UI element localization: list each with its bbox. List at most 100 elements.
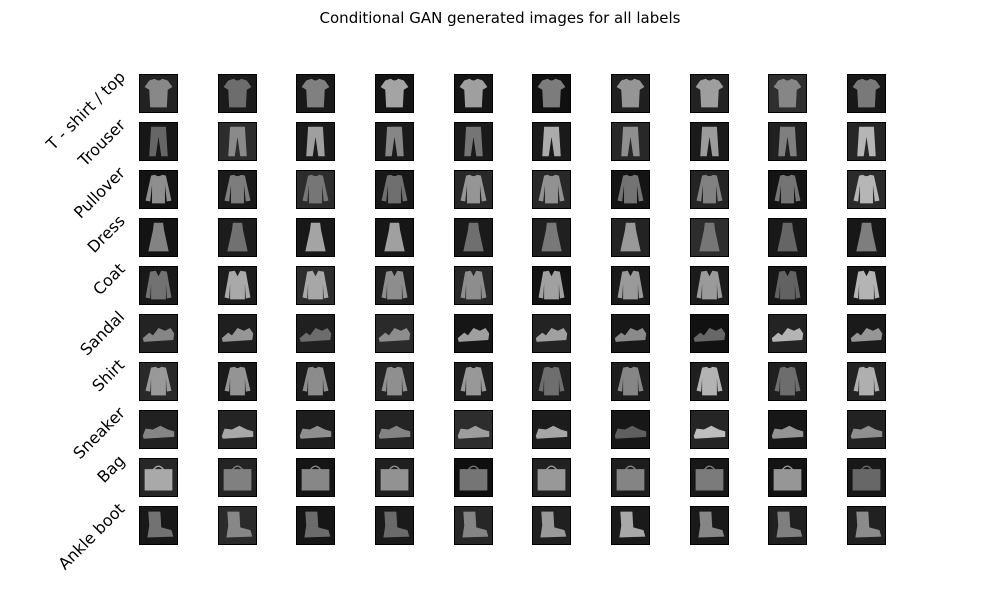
generated-image <box>768 314 807 353</box>
generated-image <box>847 362 886 401</box>
generated-image <box>611 410 650 449</box>
generated-image <box>611 218 650 257</box>
generated-image <box>375 74 414 113</box>
generated-image <box>847 218 886 257</box>
generated-image <box>139 314 178 353</box>
generated-image <box>375 506 414 545</box>
generated-image <box>847 314 886 353</box>
generated-image <box>532 218 571 257</box>
generated-image <box>454 218 493 257</box>
generated-image <box>690 122 729 161</box>
generated-image <box>532 458 571 497</box>
generated-image <box>690 314 729 353</box>
generated-image <box>218 122 257 161</box>
generated-image <box>139 410 178 449</box>
row-label-4: Coat <box>89 259 129 299</box>
generated-image <box>847 266 886 305</box>
generated-image <box>690 266 729 305</box>
generated-image <box>768 122 807 161</box>
row-label-5: Sandal <box>76 307 129 360</box>
generated-image <box>218 314 257 353</box>
generated-image <box>296 506 335 545</box>
generated-image <box>296 458 335 497</box>
generated-image <box>296 218 335 257</box>
generated-image <box>139 506 178 545</box>
row-label-7: Sneaker <box>69 403 129 463</box>
generated-image <box>690 458 729 497</box>
generated-image <box>454 458 493 497</box>
generated-image <box>218 458 257 497</box>
generated-image <box>611 170 650 209</box>
generated-image <box>611 122 650 161</box>
generated-image <box>139 122 178 161</box>
generated-image <box>611 314 650 353</box>
generated-image <box>768 506 807 545</box>
row-label-9: Ankle boot <box>54 499 129 574</box>
generated-image <box>218 362 257 401</box>
generated-image <box>375 122 414 161</box>
generated-image <box>768 218 807 257</box>
generated-image <box>690 506 729 545</box>
generated-image <box>768 410 807 449</box>
generated-image <box>375 458 414 497</box>
generated-image <box>611 458 650 497</box>
generated-image <box>847 410 886 449</box>
generated-image <box>375 218 414 257</box>
generated-image <box>847 122 886 161</box>
generated-image <box>768 170 807 209</box>
generated-image <box>296 266 335 305</box>
generated-image <box>611 506 650 545</box>
row-label-2: Pullover <box>70 163 129 223</box>
row-label-8: Bag <box>93 451 129 487</box>
generated-image <box>847 74 886 113</box>
row-label-6: Shirt <box>88 355 129 396</box>
generated-image <box>454 314 493 353</box>
generated-image <box>218 170 257 209</box>
generated-image <box>454 266 493 305</box>
generated-image <box>296 362 335 401</box>
generated-image <box>454 362 493 401</box>
generated-image <box>768 266 807 305</box>
generated-image <box>532 122 571 161</box>
generated-image <box>454 410 493 449</box>
generated-image <box>690 170 729 209</box>
generated-image <box>218 410 257 449</box>
generated-image <box>375 410 414 449</box>
generated-image <box>690 74 729 113</box>
generated-image <box>139 266 178 305</box>
generated-image <box>218 506 257 545</box>
generated-image <box>296 314 335 353</box>
row-label-3: Dress <box>83 211 129 257</box>
generated-image <box>218 74 257 113</box>
generated-image <box>690 362 729 401</box>
generated-image <box>296 122 335 161</box>
generated-image <box>611 74 650 113</box>
generated-image <box>690 410 729 449</box>
generated-image <box>139 74 178 113</box>
generated-image <box>454 74 493 113</box>
generated-image <box>296 170 335 209</box>
generated-image <box>296 74 335 113</box>
generated-image <box>375 266 414 305</box>
generated-image <box>532 314 571 353</box>
generated-image <box>375 362 414 401</box>
generated-image <box>847 170 886 209</box>
generated-image <box>532 74 571 113</box>
generated-image <box>532 362 571 401</box>
generated-image <box>532 506 571 545</box>
generated-image <box>296 410 335 449</box>
generated-image <box>768 458 807 497</box>
generated-image <box>532 170 571 209</box>
generated-image <box>139 362 178 401</box>
generated-image <box>847 506 886 545</box>
generated-image <box>611 362 650 401</box>
generated-image <box>454 170 493 209</box>
generated-image <box>690 218 729 257</box>
generated-image <box>454 506 493 545</box>
generated-image <box>532 266 571 305</box>
generated-image <box>454 122 493 161</box>
generated-image <box>139 218 178 257</box>
generated-image <box>532 410 571 449</box>
generated-image <box>218 218 257 257</box>
